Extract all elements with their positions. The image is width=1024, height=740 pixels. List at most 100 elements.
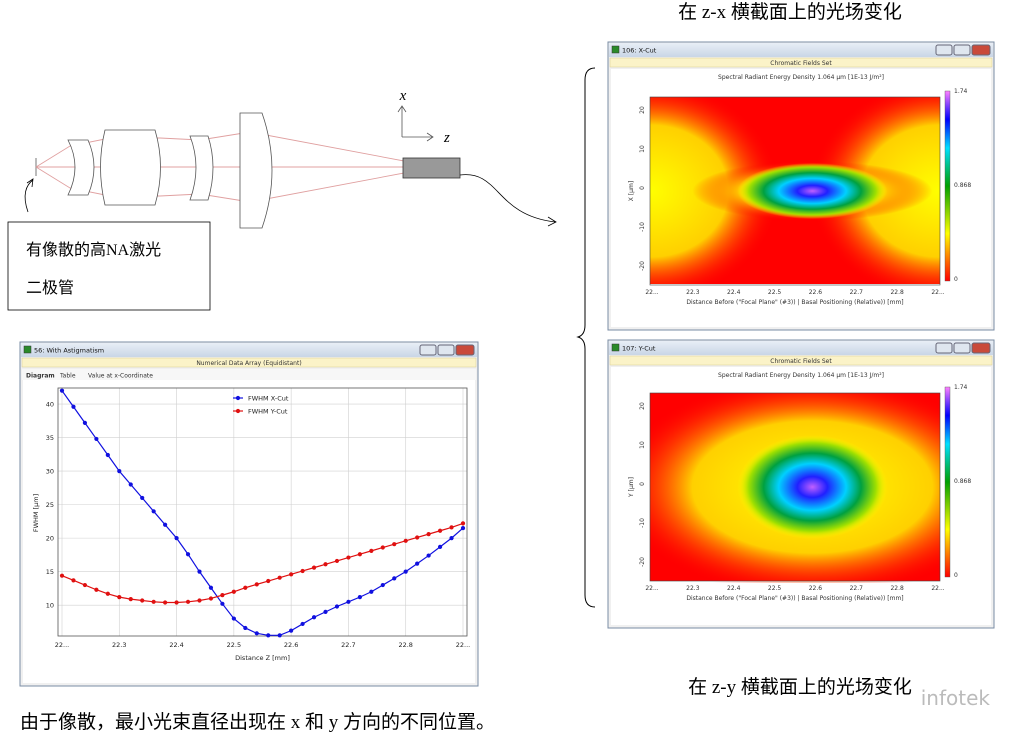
- data-point: [82, 420, 88, 425]
- window-header: Chromatic Fields Set: [770, 358, 832, 365]
- data-point: [254, 631, 259, 636]
- data-point: [449, 525, 454, 530]
- y-tick-label: 35: [46, 434, 54, 442]
- data-point: [128, 597, 133, 602]
- data-point: [392, 542, 397, 547]
- source-label: 二极管: [26, 279, 74, 297]
- heatmap: [650, 97, 940, 284]
- data-point: [323, 609, 328, 614]
- tab[interactable]: Value at x-Coordinate: [88, 373, 153, 380]
- data-point: [151, 509, 156, 514]
- data-point: [334, 604, 340, 609]
- watermark: infotek: [921, 686, 991, 710]
- data-point: [460, 525, 466, 531]
- maximize-button[interactable]: [437, 344, 455, 356]
- data-point: [174, 600, 179, 605]
- x-tick-label: 22.3: [686, 585, 700, 592]
- data-point: [105, 452, 110, 458]
- data-point: [59, 573, 65, 578]
- data-point: [369, 589, 374, 594]
- data-point: [266, 578, 271, 584]
- x-tick-label: 22.5: [227, 641, 241, 649]
- tab[interactable]: Diagram: [26, 373, 55, 380]
- caption-bottom: 在 z-y 横截面上的光场变化: [688, 676, 912, 698]
- title-bar: [609, 341, 993, 355]
- plot-frame: [57, 387, 468, 637]
- data-point: [449, 536, 454, 541]
- x-tick-label: 22.8: [890, 289, 904, 296]
- close-button[interactable]: [455, 344, 475, 356]
- close-button[interactable]: [971, 44, 991, 56]
- data-point: [174, 536, 179, 541]
- y-tick-label: 10: [639, 441, 646, 449]
- title-bar: [21, 343, 477, 357]
- x-axis-label: Distance Before ("Focal Plane" (#3)) | B…: [686, 595, 903, 602]
- data-point: [334, 558, 340, 564]
- y-tick-label: 15: [46, 568, 54, 576]
- source-label: 有像散的高NA激光: [26, 241, 161, 259]
- data-point: [105, 591, 110, 596]
- heatmap-core: [737, 163, 888, 219]
- data-point: [117, 469, 122, 474]
- colorbar-label: 0: [954, 276, 958, 283]
- colorbar-label: 1.74: [954, 88, 968, 95]
- window-icon: [611, 343, 620, 352]
- caption-top: 在 z-x 横截面上的光场变化: [678, 1, 902, 23]
- window-title: 106: X-Cut: [622, 47, 657, 55]
- heatmap: [650, 393, 940, 583]
- x-tick-label: 22.4: [727, 289, 741, 296]
- series-line: [61, 390, 464, 636]
- x-axis-label: Distance Z [mm]: [235, 654, 290, 662]
- x-tick-label: 22.6: [284, 641, 298, 649]
- data-point: [197, 598, 202, 603]
- data-point: [403, 538, 408, 543]
- axis-label-x: x: [399, 88, 407, 104]
- y-tick-label: -20: [639, 261, 646, 271]
- y-tick-label: 10: [46, 602, 54, 610]
- data-point: [117, 595, 122, 600]
- plot-subtitle: Spectral Radiant Energy Density 1.064 µm…: [718, 372, 884, 379]
- data-point: [403, 569, 408, 574]
- maximize-button[interactable]: [953, 44, 971, 56]
- data-point: [380, 582, 385, 588]
- minimize-button[interactable]: [419, 344, 437, 356]
- minimize-button[interactable]: [935, 342, 953, 354]
- x-axis-label: Distance Before ("Focal Plane" (#3)) | B…: [686, 299, 903, 306]
- x-tick-label: 22.8: [398, 641, 412, 649]
- minimize-button[interactable]: [935, 44, 953, 56]
- data-point: [59, 388, 65, 393]
- data-point: [197, 569, 202, 574]
- x-tick-label: 22.6: [809, 289, 823, 296]
- data-point: [185, 599, 191, 604]
- tab[interactable]: Table: [59, 373, 76, 380]
- data-point: [94, 587, 99, 592]
- plot-frame: [649, 392, 941, 582]
- legend-marker: [235, 395, 241, 401]
- data-point: [128, 482, 133, 487]
- data-point: [437, 544, 443, 549]
- y-tick-label: -10: [639, 222, 646, 232]
- close-button[interactable]: [971, 342, 991, 354]
- optics-diagram: [7, 105, 557, 311]
- window-icon: [611, 45, 620, 54]
- colorbar-label: 1.74: [954, 384, 968, 391]
- data-point: [323, 562, 328, 567]
- data-point: [415, 535, 420, 540]
- maximize-button[interactable]: [953, 342, 971, 354]
- y-tick-label: 20: [639, 402, 646, 410]
- data-point: [140, 598, 145, 603]
- data-point: [82, 582, 88, 588]
- data-point: [300, 568, 305, 574]
- data-point: [289, 628, 294, 633]
- y-tick-label: 20: [639, 106, 646, 114]
- data-point: [185, 552, 191, 557]
- window-header: Chromatic Fields Set: [770, 60, 832, 67]
- data-point: [243, 585, 248, 590]
- data-point: [231, 589, 236, 594]
- data-point: [415, 561, 420, 566]
- colorbar-label: 0.868: [954, 478, 971, 485]
- x-tick-label: 22.3: [112, 641, 126, 649]
- data-point: [277, 575, 282, 580]
- x-tick-label: 22...: [55, 641, 69, 649]
- x-tick-label: 22.4: [169, 641, 183, 649]
